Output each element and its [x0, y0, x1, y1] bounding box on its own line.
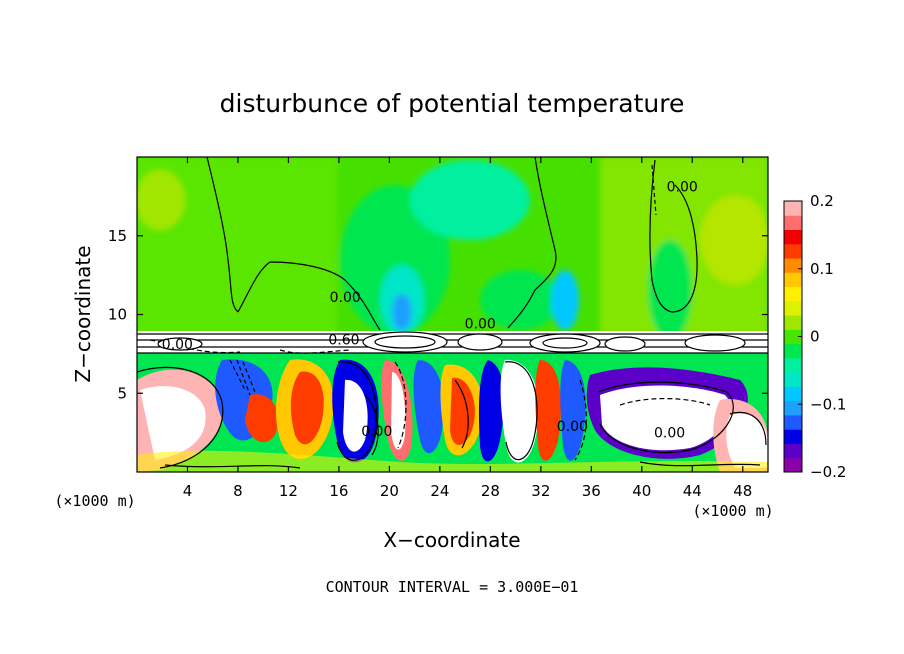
x-axis: 4 8 12 16 20 24 28 32 36 40 44 48 [183, 157, 752, 500]
y-tick-label: 10 [108, 306, 127, 324]
y-tick-label: 15 [108, 227, 127, 245]
contour-label: 0.00 [162, 337, 193, 353]
inversion-contour-cells [157, 331, 746, 353]
colorbar-swatch [784, 272, 802, 288]
x-tick-label: 8 [233, 482, 243, 500]
x-tick-label: 44 [683, 482, 702, 500]
x-tick-label: 12 [279, 482, 298, 500]
x-tick-label: 36 [582, 482, 601, 500]
x-tick-label: 28 [481, 482, 500, 500]
contour-label: 0.00 [557, 419, 588, 435]
colorbar-swatch [784, 429, 802, 444]
contour-label: 0.00 [667, 180, 698, 196]
lower-layer-structures [137, 359, 768, 472]
contour-interval-note: CONTOUR INTERVAL = 3.000E−01 [326, 578, 579, 596]
colorbar-swatch [784, 357, 802, 373]
contour-label: 0.60 [328, 332, 359, 348]
x-tick-label: 16 [329, 482, 348, 500]
colorbar-tick-label: 0.1 [810, 260, 834, 278]
contour-label: 0.00 [330, 290, 361, 306]
colorbar-swatch [784, 215, 802, 231]
chart-title: disturbunce of potential temperature [220, 89, 685, 118]
colorbar-swatch [784, 386, 802, 402]
colorbar-tick-label: −0.1 [810, 395, 846, 413]
contour-labels: 0.60 0.00 0.00 0.00 0.00 0.00 0.00 0.00 [162, 180, 698, 442]
x-tick-label: 48 [733, 482, 752, 500]
colorbar-swatch [784, 229, 802, 245]
colorbar-tick-label: 0 [810, 328, 820, 346]
x-tick-label: 20 [380, 482, 399, 500]
colorbar-swatch [784, 400, 802, 416]
colorbar-swatch [784, 414, 802, 430]
colorbar-swatch [784, 329, 802, 345]
colorbar-swatch [784, 243, 802, 259]
x-unit-right: (×1000 m) [692, 502, 773, 520]
colorbar-tick-label: 0.2 [810, 192, 834, 210]
colorbar-swatch [784, 443, 802, 459]
colorbar-swatch [784, 286, 802, 302]
contour-label: 0.00 [361, 424, 392, 440]
colorbar-swatch [784, 201, 802, 216]
upper-layer-shading [137, 157, 768, 340]
x-axis-label: X−coordinate [383, 528, 520, 552]
colorbar-swatch [784, 372, 802, 387]
colorbar-tick-label: −0.2 [810, 463, 846, 481]
colorbar-swatch [784, 343, 802, 359]
x-tick-label: 4 [183, 482, 193, 500]
contour-lines [137, 157, 768, 469]
colorbar-swatch [784, 457, 802, 473]
colorbar-swatch [784, 258, 802, 273]
colorbar-swatch [784, 315, 802, 330]
colorbar-swatch [784, 300, 802, 316]
y-tick-label: 5 [117, 384, 127, 402]
x-tick-label: 40 [632, 482, 651, 500]
x-tick-label: 32 [531, 482, 550, 500]
contour-label: 0.00 [465, 317, 496, 333]
x-unit-left: (×1000 m) [54, 492, 135, 510]
contour-label: 0.00 [654, 425, 685, 441]
x-tick-label: 24 [430, 482, 449, 500]
y-axis: 5 10 15 [108, 227, 768, 402]
colorbar: 0.2 0.1 0 −0.1 −0.2 [783, 192, 846, 481]
plot-area: 0.60 0.00 0.00 0.00 0.00 0.00 0.00 0.00 [137, 157, 768, 472]
y-axis-label: Z−coordinate [71, 245, 95, 382]
